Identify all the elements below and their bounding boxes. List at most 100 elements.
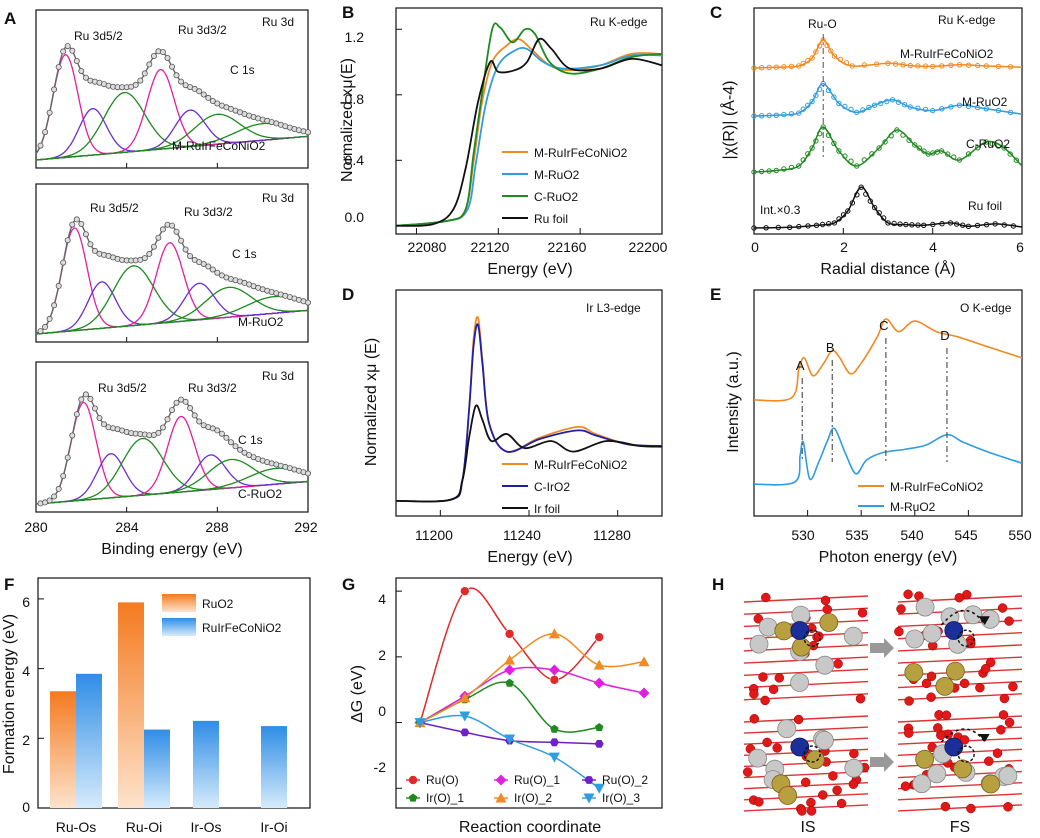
f-bar-RuO2-1 [118, 602, 144, 808]
b-series-2 [395, 22, 663, 227]
c-data-point [983, 106, 989, 112]
h-structure-2 [742, 714, 870, 816]
f-legend-1: RuIrFeCoNiO2 [202, 621, 282, 635]
c-data-point [891, 220, 897, 227]
c-data-point [854, 163, 860, 169]
g-point-3-3 [550, 724, 559, 733]
c-data-point [975, 104, 981, 111]
c-data-point [915, 222, 921, 228]
b-legend-2: C-RuO2 [534, 190, 578, 204]
g-point-5-4 [593, 783, 605, 794]
h-bond [743, 726, 869, 734]
c-data-point [965, 62, 972, 68]
panel-h-structures [742, 589, 1023, 816]
b-ytick-3: 1.2 [345, 29, 365, 45]
c-data-point [915, 63, 921, 69]
c-data-point [983, 63, 989, 69]
h-oxygen-atom [754, 797, 764, 807]
h-oxygen-atom [980, 663, 991, 674]
c-data-point [861, 62, 868, 68]
a3-data-point [155, 429, 162, 436]
h-metal-atom [843, 626, 863, 646]
c-data-point [974, 222, 981, 229]
c-label-1: M-RuO2 [962, 95, 1008, 109]
g-point-0-1 [459, 586, 470, 596]
d-legend: M-RuIrFeCoNiO2 C-IrO2 Ir foil [502, 458, 628, 516]
c-data-point [922, 106, 929, 113]
h-oxygen-atom [857, 608, 868, 618]
c-data-point [854, 109, 860, 116]
c-data-point [983, 222, 990, 228]
c-label-3: Ru foil [968, 199, 1002, 213]
a1-peak1: Ru 3d5/2 [74, 29, 123, 43]
c-data-point [836, 100, 842, 107]
c-data-point [788, 164, 795, 171]
c-data-point [763, 225, 769, 231]
b-tag: Ru K-edge [590, 15, 648, 29]
a2-peak1: Ru 3d5/2 [90, 201, 139, 215]
a2-component-6 [35, 295, 309, 335]
c-data-point [951, 154, 957, 160]
c-data-point [773, 167, 779, 174]
a3-data-point [173, 399, 180, 406]
a1-sample: M-RuIrFeCoNiO2 [172, 139, 266, 153]
f-ytick-3: 6 [22, 594, 30, 610]
h-oxygen-atom [894, 626, 904, 637]
h-metal-atom [998, 766, 1018, 786]
c-data-point [906, 137, 912, 143]
panel-d-frame [395, 289, 663, 517]
panel-a-letter: A [4, 9, 16, 28]
h-oxygen-atom [1004, 717, 1015, 728]
a1-data-point [46, 109, 53, 116]
d-ylabel: Normalized xμ (E) [363, 338, 380, 466]
e-legend-0: M-RuIrFeCoNiO2 [890, 480, 984, 494]
d-legend-1: C-IrO2 [534, 480, 570, 494]
h-oxygen-atom [793, 714, 804, 725]
f-cat-0: Ru-Os [56, 819, 96, 835]
c-xtick-3: 6 [1016, 239, 1024, 255]
a1-data-point [205, 94, 212, 101]
a-xaxis: 280 284 288 292 Binding energy (eV) [24, 519, 318, 558]
c-data-point [922, 63, 929, 69]
f-ylabel: Formation energy (eV) [1, 614, 18, 774]
h-oxygen-atom [926, 692, 936, 702]
h-vacancy [957, 629, 975, 647]
a3-data-point [91, 405, 98, 412]
c-data-point [939, 106, 945, 112]
g-legend-4: Ir(O)_2 [514, 791, 552, 805]
h-oxygen-atom [753, 614, 764, 624]
d-xtick-1: 11240 [503, 527, 541, 543]
c-data-point [775, 224, 781, 231]
c-data-point [773, 112, 779, 119]
c-data-point [820, 124, 826, 130]
a3-data-point [101, 421, 108, 428]
c-data-point [881, 215, 887, 221]
panel-b-frame [395, 7, 663, 235]
c-data-point [871, 204, 878, 211]
h-oxygen-atom [806, 797, 816, 808]
a3-data-point [78, 396, 85, 403]
h-oxygen-atom [997, 603, 1008, 613]
c-data-point [1001, 222, 1007, 228]
a2-data-point [73, 216, 80, 223]
d-tag: Ir L3-edge [586, 301, 641, 315]
h-oxygen-atom [975, 682, 985, 693]
h-oxygen-atom [820, 595, 831, 606]
b-xtick-0: 22080 [408, 239, 447, 255]
c-data-point [965, 103, 972, 110]
c-data-point [849, 63, 855, 69]
g-legend-2: Ru(O)_2 [602, 773, 648, 787]
c-data-point [885, 220, 891, 226]
a2-data-point [187, 253, 194, 260]
b-xlabel: Energy (eV) [487, 261, 572, 278]
c-data-point [871, 102, 878, 108]
c-data-point [831, 94, 837, 100]
a1-data-point [69, 47, 76, 54]
c-data-point [824, 42, 830, 49]
c-data-point [939, 63, 945, 69]
h-metal-atom [748, 748, 768, 768]
e-marker-C: C [879, 318, 888, 333]
g-ytick-2: 2 [378, 647, 386, 663]
c-data-point [751, 113, 757, 119]
